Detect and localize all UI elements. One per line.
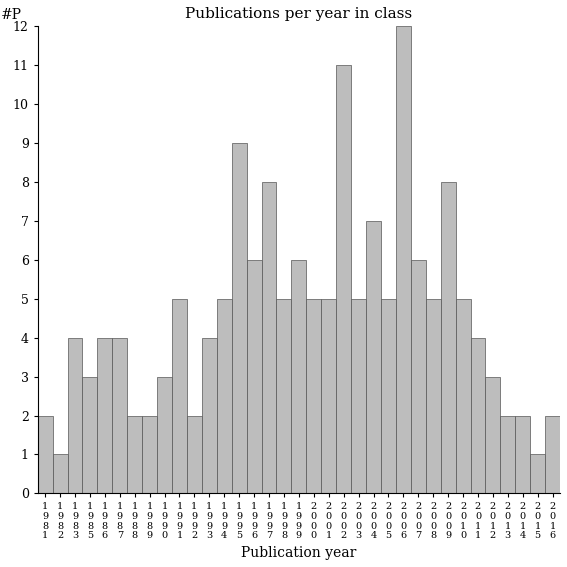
Bar xyxy=(426,299,441,493)
Bar xyxy=(82,376,98,493)
Bar xyxy=(217,299,232,493)
Bar xyxy=(112,338,127,493)
Bar xyxy=(67,338,82,493)
Bar xyxy=(366,221,381,493)
Bar xyxy=(247,260,261,493)
Bar xyxy=(187,416,202,493)
Bar xyxy=(172,299,187,493)
Bar xyxy=(202,338,217,493)
Bar xyxy=(37,416,53,493)
Bar xyxy=(98,338,112,493)
Bar xyxy=(515,416,530,493)
Bar xyxy=(396,26,411,493)
Bar xyxy=(441,182,456,493)
Bar xyxy=(321,299,336,493)
Bar xyxy=(336,65,351,493)
Title: Publications per year in class: Publications per year in class xyxy=(185,7,412,21)
Bar xyxy=(291,260,306,493)
Bar xyxy=(127,416,142,493)
Bar xyxy=(157,376,172,493)
Bar xyxy=(456,299,471,493)
Text: #P: #P xyxy=(1,7,22,22)
Bar xyxy=(471,338,485,493)
Bar xyxy=(530,454,545,493)
Bar xyxy=(351,299,366,493)
Bar xyxy=(306,299,321,493)
Bar xyxy=(142,416,157,493)
Bar xyxy=(53,454,67,493)
Bar xyxy=(277,299,291,493)
Bar xyxy=(381,299,396,493)
X-axis label: Publication year: Publication year xyxy=(241,546,357,560)
Bar xyxy=(500,416,515,493)
Bar xyxy=(545,416,560,493)
Bar xyxy=(485,376,500,493)
Bar xyxy=(232,143,247,493)
Bar xyxy=(411,260,426,493)
Bar xyxy=(261,182,277,493)
